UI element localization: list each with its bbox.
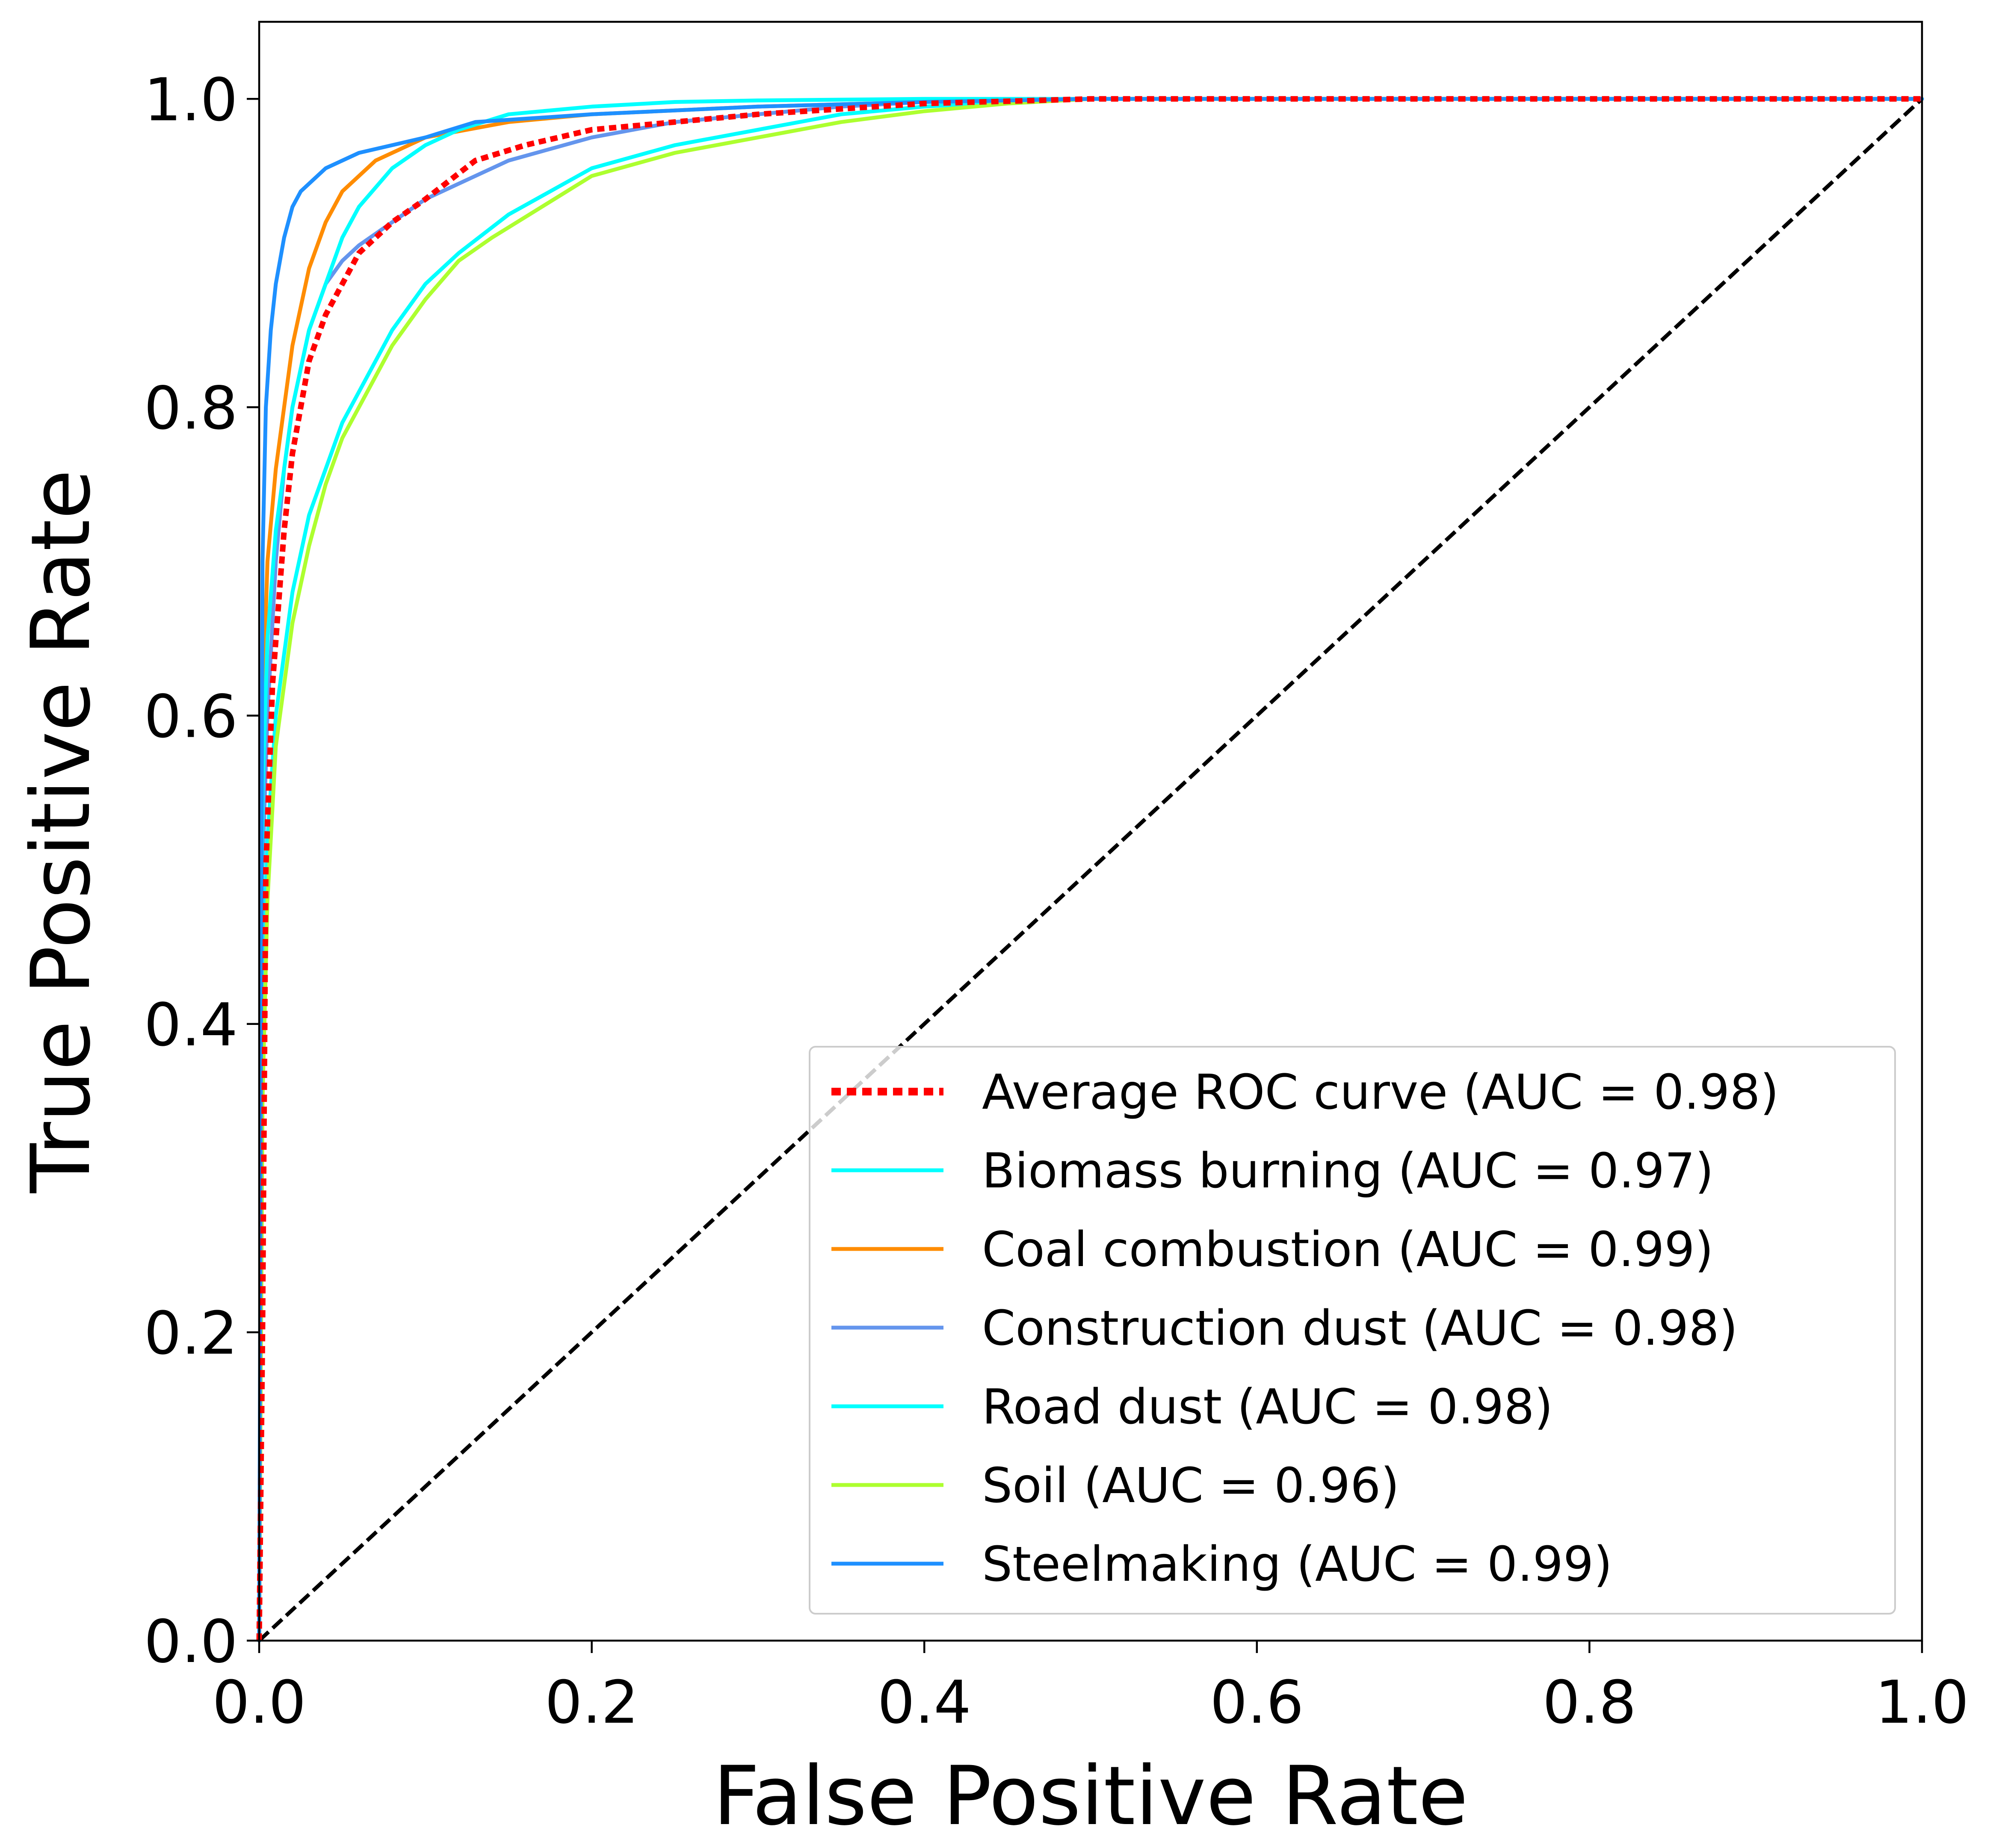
legend-label-2: Coal combustion (AUC = 0.99)	[982, 1222, 1713, 1278]
chance-diagonal-line	[257, 97, 1924, 1642]
plot-frame	[258, 21, 1923, 1642]
legend: Average ROC curve (AUC = 0.98) Biomass bu…	[809, 1046, 1896, 1615]
y-axis-label: True Positive Rate	[14, 469, 108, 1193]
y-tick-label: 0.6	[144, 682, 238, 751]
legend-label-3: Construction dust (AUC = 0.98)	[982, 1301, 1738, 1356]
x-tick-label: 0.4	[877, 1668, 971, 1737]
legend-label-0: Average ROC curve (AUC = 0.98)	[982, 1065, 1779, 1120]
y-tick-label: 0.2	[144, 1299, 238, 1368]
x-axis-label: False Positive Rate	[713, 1749, 1468, 1843]
x-tick-label: 0.6	[1210, 1668, 1304, 1737]
y-tick-label: 0.4	[144, 991, 238, 1060]
x-tick-label: 1.0	[1875, 1668, 1969, 1737]
legend-label-4: Road dust (AUC = 0.98)	[982, 1379, 1553, 1435]
series-line-0	[256, 96, 1922, 1641]
series-line-5	[257, 97, 1924, 1643]
x-tick-label: 0.0	[212, 1668, 306, 1737]
series-line-6	[257, 97, 1924, 1643]
legend-label-5: Soil (AUC = 0.96)	[982, 1458, 1399, 1514]
series-line-1	[257, 97, 1924, 1643]
y-axis-ticks: 0.0 0.2 0.4 0.6 0.8 1.0	[144, 65, 259, 1676]
y-tick-label: 0.0	[144, 1607, 238, 1676]
y-tick-label: 1.0	[144, 65, 238, 134]
y-tick-label: 0.8	[144, 374, 238, 443]
plot-content	[256, 96, 1924, 1643]
series-line-4	[257, 97, 1924, 1643]
legend-label-6: Steelmaking (AUC = 0.99)	[982, 1537, 1612, 1592]
legend-frame	[809, 1046, 1896, 1615]
x-tick-label: 0.2	[545, 1668, 639, 1737]
x-tick-label: 0.8	[1543, 1668, 1636, 1737]
legend-label-1: Biomass burning (AUC = 0.97)	[982, 1143, 1714, 1199]
x-axis-ticks: 0.0 0.2 0.4 0.6 0.8 1.0	[212, 1641, 1969, 1737]
